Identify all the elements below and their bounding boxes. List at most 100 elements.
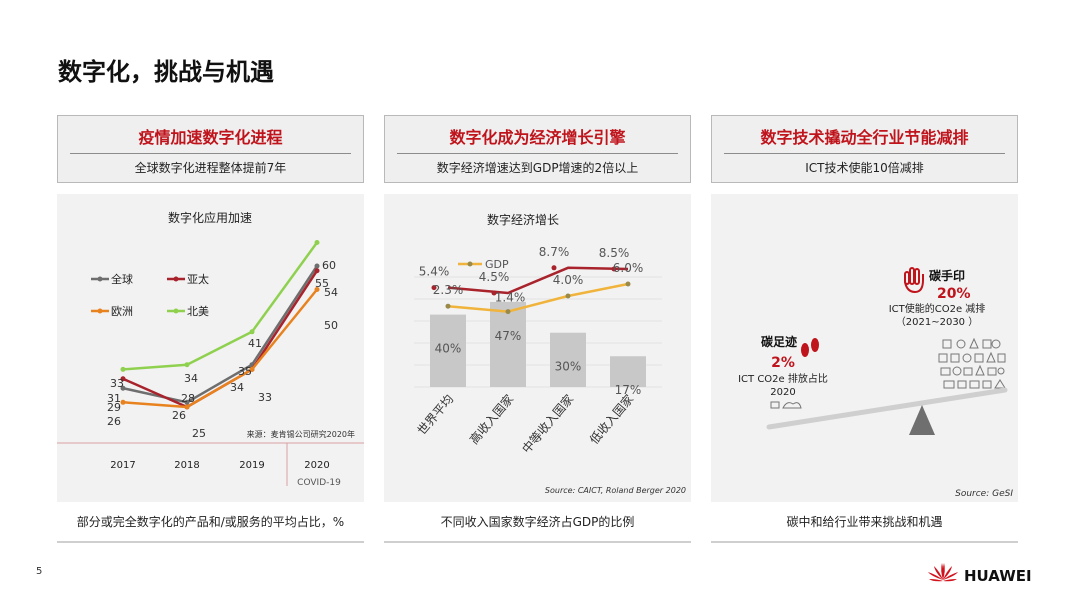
- data-point: [491, 290, 497, 296]
- data-point: [120, 376, 126, 382]
- bar-chart-panel: 数字经济增长 40% 47% 30% 17% 5.4% 4.5% 8.7% 8.5% 2.3%…: [384, 194, 691, 502]
- data-label: 25: [192, 427, 206, 440]
- section-header-3: 数字技术撬动全行业节能减排 ICT技术使能10倍减排: [711, 115, 1018, 183]
- footprint-icon: [801, 338, 819, 357]
- section-subtitle: 数字经济增速达到GDP增速的2倍以上: [436, 161, 639, 175]
- data-label: 60: [322, 259, 336, 272]
- legend-marker: [97, 308, 103, 314]
- huawei-flower-icon: [928, 563, 958, 582]
- handprint-percent: 20%: [937, 286, 971, 302]
- series-line: [122, 265, 319, 404]
- bar-chart: 数字经济增长 40% 47% 30% 17% 5.4% 4.5% 8.7% 8.5% 2.3%…: [414, 212, 686, 495]
- data-label: 55: [315, 277, 329, 290]
- data-label: 33: [258, 391, 272, 404]
- industry-icons: [938, 337, 1006, 389]
- x-tick-label: 2019: [239, 460, 264, 471]
- line-data-label: 6.0%: [613, 261, 644, 275]
- footprint-year: 2020: [770, 387, 795, 398]
- section-header-2: 数字化成为经济增长引擎 数字经济增速达到GDP增速的2倍以上: [384, 115, 691, 183]
- data-point: [551, 265, 557, 271]
- line-data-label: 8.7%: [539, 245, 570, 259]
- legend-marker: [173, 308, 179, 314]
- category-label: 中等收入国家: [519, 391, 577, 456]
- data-point: [431, 285, 437, 291]
- section-title: 疫情加速数字化进程: [138, 128, 283, 147]
- footprint-desc: ICT CO2e 排放占比: [738, 372, 828, 385]
- carbon-panel: 碳手印 20% ICT使能的CO2e 减排 （2021~2030 ） 碳足迹 2…: [711, 194, 1018, 502]
- line-data-label: 8.5%: [599, 246, 630, 260]
- data-label: 34: [230, 381, 244, 394]
- footprint-title: 碳足迹: [761, 334, 797, 349]
- legend-label: 全球: [111, 272, 133, 286]
- legend-label: 北美: [187, 305, 209, 318]
- carbon-source: Source: GeSI: [955, 489, 1013, 499]
- series-line: [122, 241, 319, 371]
- series-line: [122, 288, 318, 409]
- chart-source: 来源：麦肯锡公司研究2020年: [247, 429, 355, 439]
- data-label: 26: [172, 409, 186, 422]
- section-subtitle: 全球数字化进程整体提前7年: [134, 161, 287, 175]
- legend-label: 欧洲: [111, 305, 133, 318]
- data-point: [184, 362, 190, 368]
- data-point: [625, 281, 631, 287]
- line-data-label: 5.4%: [419, 265, 450, 279]
- divider: [397, 153, 678, 154]
- data-label: 29: [107, 401, 121, 414]
- growth-line: [447, 266, 629, 295]
- x-tick-label: 2018: [174, 460, 199, 471]
- chart-title: 数字化应用加速: [168, 210, 252, 225]
- line-data-label: 4.5%: [479, 270, 510, 284]
- divider: [70, 153, 351, 154]
- section-title: 数字技术撬动全行业节能减排: [760, 128, 969, 147]
- data-label: 50: [324, 319, 338, 332]
- caption-2: 不同收入国家数字经济占GDP的比例: [384, 507, 691, 543]
- legend-marker: [173, 276, 179, 282]
- data-point: [611, 266, 617, 272]
- bar-label: 47%: [495, 329, 522, 343]
- covid-label: COVID-19: [297, 478, 341, 488]
- caption-3: 碳中和给行业带来挑战和机遇: [711, 507, 1018, 543]
- seesaw-fulcrum: [909, 405, 935, 435]
- handprint-period: （2021~2030 ）: [896, 316, 978, 328]
- category-label: 高收入国家: [466, 391, 516, 447]
- line-data-label: 4.0%: [553, 273, 584, 287]
- seesaw-beam: [766, 387, 1008, 430]
- legend-label: GDP: [485, 258, 509, 271]
- category-label: 低收入国家: [586, 391, 636, 447]
- data-point: [184, 399, 190, 405]
- bar: [490, 301, 526, 387]
- chart-title: 数字经济增长: [487, 212, 559, 227]
- divider: [724, 153, 1005, 154]
- bar: [430, 314, 466, 387]
- bar: [610, 356, 646, 387]
- data-label: 35: [238, 365, 252, 378]
- bar-label: 17%: [615, 383, 642, 397]
- page-number: 5: [36, 566, 43, 577]
- data-label: 34: [184, 372, 198, 385]
- line-data-label: 2.3%: [433, 283, 464, 297]
- huawei-logo: HUAWEI: [926, 560, 1050, 594]
- category-label: 世界平均: [415, 392, 457, 438]
- data-point: [184, 404, 190, 410]
- legend-marker: [97, 276, 103, 282]
- line-data-label: 1.4%: [495, 291, 526, 305]
- data-label: 28: [181, 392, 195, 405]
- data-point: [565, 293, 571, 299]
- data-label: 54: [324, 286, 338, 299]
- bar-label: 40%: [435, 342, 462, 356]
- growth-line: [447, 282, 629, 313]
- bar-label: 30%: [555, 360, 582, 374]
- data-point: [120, 399, 126, 405]
- hand-icon: [904, 267, 924, 294]
- data-label: 31: [107, 392, 121, 405]
- carbon-infographic: 碳手印 20% ICT使能的CO2e 减排 （2021~2030 ） 碳足迹 2…: [738, 267, 1013, 499]
- footprint-percent: 2%: [771, 355, 795, 371]
- data-point: [314, 240, 320, 245]
- section-subtitle: ICT技术使能10倍减排: [805, 161, 924, 175]
- data-point: [505, 309, 511, 315]
- data-point: [445, 303, 451, 309]
- line-chart-panel: 数字化应用加速 全球 亚太 欧洲 北美 33 31 29 26 34 28 26 25 41 35 34 3…: [57, 194, 364, 502]
- legend-label: 亚太: [187, 273, 209, 286]
- data-point: [120, 366, 126, 372]
